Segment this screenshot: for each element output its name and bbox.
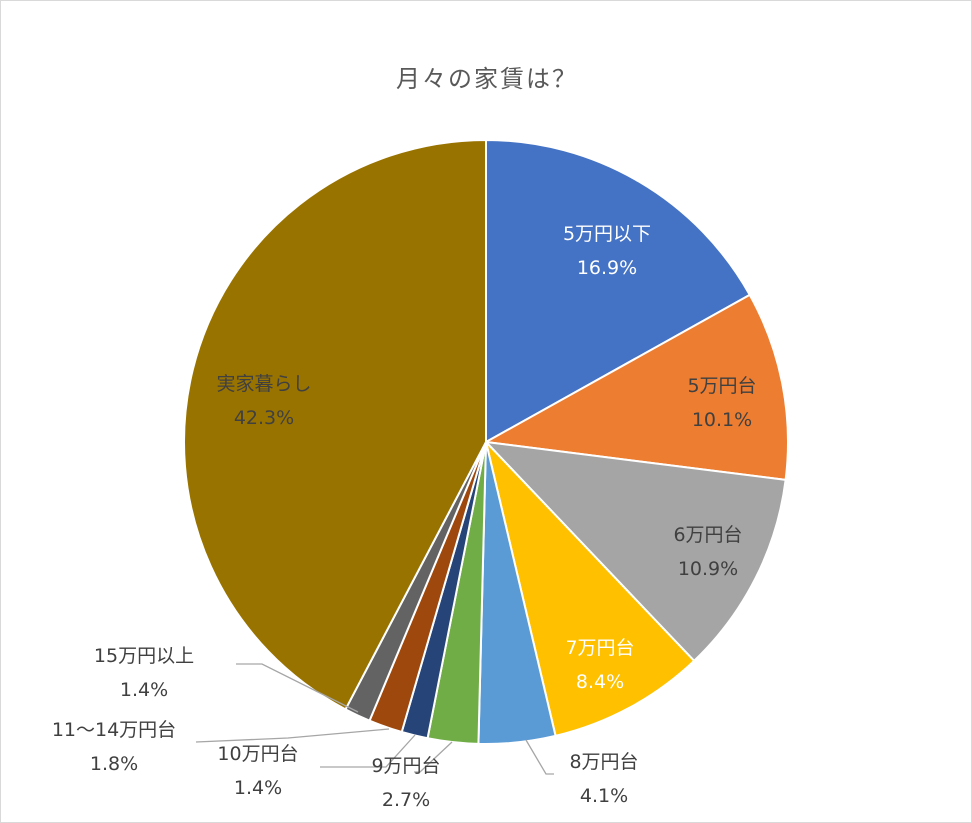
leader-line (195, 728, 390, 743)
slice-3 (485, 441, 787, 662)
slice-percent-label: 42.3% (234, 407, 294, 429)
slice-category-label: 5万円台 (687, 375, 756, 397)
leader-line (320, 734, 416, 768)
slice-category-label: 9万円台 (371, 755, 440, 777)
slice-percent-label: 2.7% (382, 789, 430, 811)
slice-category-label: 11〜14万円台 (52, 719, 176, 741)
leader-line (525, 739, 554, 775)
slice-percent-label: 8.4% (576, 671, 624, 693)
slice-percent-label: 1.4% (120, 679, 168, 701)
slice-category-label: 5万円以下 (563, 223, 651, 245)
leader-line (236, 663, 359, 713)
slice-percent-label: 1.8% (90, 753, 138, 775)
slice-percent-label: 16.9% (577, 257, 637, 279)
chart-title: 月々の家賃は？ (396, 65, 578, 93)
slice-category-label: 6万円台 (673, 524, 742, 546)
slice-percent-label: 10.1% (692, 409, 752, 431)
slice-category-label: 7万円台 (565, 637, 634, 659)
slice-2 (485, 293, 789, 481)
slice-category-label: 8万円台 (569, 751, 638, 773)
slice-10 (182, 139, 487, 711)
slice-4 (485, 441, 696, 737)
slice-1 (485, 139, 751, 443)
slice-category-label: 15万円以上 (94, 645, 194, 667)
leader-line (414, 741, 453, 773)
slice-category-label: 実家暮らし (216, 373, 311, 395)
slice-category-label: 10万円台 (217, 743, 298, 765)
slice-percent-label: 4.1% (580, 785, 628, 807)
slice-percent-label: 1.4% (234, 777, 282, 799)
slice-percent-label: 10.9% (678, 558, 738, 580)
